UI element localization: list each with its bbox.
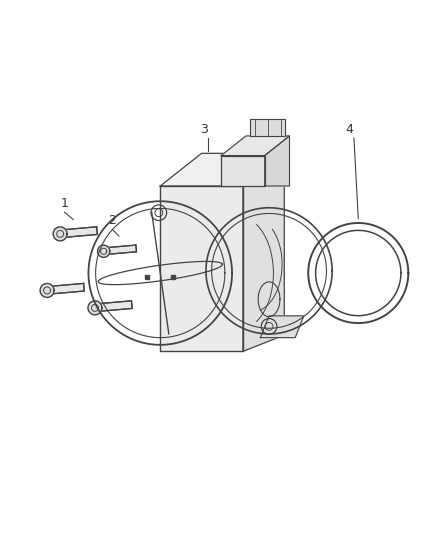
Polygon shape: [243, 154, 284, 351]
Polygon shape: [60, 227, 97, 238]
Text: 2: 2: [109, 214, 117, 228]
Polygon shape: [160, 154, 284, 186]
Polygon shape: [221, 156, 265, 186]
Text: 3: 3: [200, 123, 208, 136]
Polygon shape: [95, 301, 132, 312]
Polygon shape: [47, 284, 84, 294]
Polygon shape: [260, 316, 304, 337]
Text: 1: 1: [60, 197, 68, 210]
Text: 4: 4: [346, 123, 353, 136]
Polygon shape: [98, 245, 110, 257]
Polygon shape: [103, 245, 137, 255]
Polygon shape: [265, 136, 290, 186]
Polygon shape: [88, 301, 102, 315]
Polygon shape: [160, 186, 243, 351]
Polygon shape: [53, 227, 67, 241]
Polygon shape: [40, 284, 54, 297]
Polygon shape: [251, 118, 285, 136]
Polygon shape: [221, 136, 290, 156]
